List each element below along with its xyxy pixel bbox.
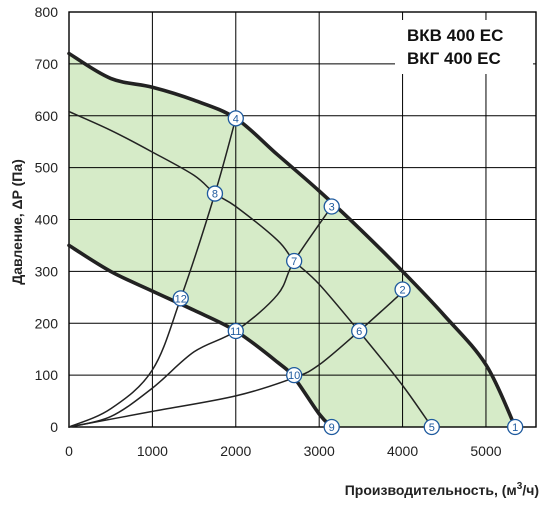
point-marker-label: 11	[230, 326, 241, 338]
x-axis-label-main: Производительность, (м	[345, 482, 517, 498]
point-marker: 1	[507, 418, 524, 436]
x-tick-label: 0	[65, 443, 73, 459]
model-label-bkv: ВКВ 400 ЕС	[407, 26, 503, 45]
point-marker-circle	[286, 366, 303, 384]
model-label-bkg: ВКГ 400 ЕС	[407, 49, 501, 68]
point-marker: 8	[206, 185, 224, 202]
y-tick-label: 200	[35, 315, 59, 331]
point-marker-label: 8	[212, 189, 218, 201]
point-marker-circle	[351, 322, 368, 340]
curve-max	[67, 51, 517, 429]
y-tick-label: 300	[35, 263, 59, 279]
point-marker-circle	[323, 418, 340, 436]
x-tick-label: 4000	[387, 443, 418, 459]
point-marker-circle	[323, 198, 340, 215]
y-tick-label: 600	[35, 108, 59, 124]
point-marker-circle	[286, 252, 303, 270]
point-marker-circle	[172, 290, 189, 307]
point-marker: 12	[172, 290, 189, 307]
y-axis-label: Давление, ΔP (Па)	[9, 159, 25, 285]
point-marker-label: 12	[175, 293, 187, 305]
y-tick-label: 100	[35, 367, 59, 383]
point-marker-circle	[227, 110, 244, 127]
point-marker: 9	[323, 418, 340, 436]
point-marker: 7	[286, 252, 303, 270]
x-tick-label: 1000	[137, 443, 168, 459]
tick-label-layer: 0 1000 2000 3000 4000 5000 0 100 200 300 400 500 600…	[35, 4, 502, 459]
grid-layer	[68, 11, 537, 428]
point-marker-label: 10	[288, 370, 300, 382]
point-marker: 6	[351, 322, 368, 340]
x-axis-label-sup: 3	[517, 481, 523, 492]
operating-region	[69, 53, 516, 427]
point-marker-label: 4	[233, 113, 239, 125]
curve-system-1	[68, 117, 237, 428]
point-marker-label: 6	[356, 326, 362, 338]
x-tick-label: 2000	[220, 443, 251, 459]
y-tick-label: 400	[35, 212, 59, 228]
point-marker: 10	[286, 366, 303, 384]
point-marker: 11	[227, 322, 244, 340]
model-label-box	[395, 20, 533, 74]
point-marker-label: 1	[512, 422, 518, 434]
point-marker-label: 9	[329, 422, 335, 434]
point-marker: 4	[227, 110, 244, 127]
operating-region-layer	[69, 53, 516, 427]
point-marker: 3	[323, 198, 340, 215]
x-axis-label: Производительность, (м3/ч)	[345, 481, 539, 498]
point-marker-circle	[206, 185, 224, 202]
point-marker-circle	[423, 418, 440, 436]
y-tick-label: 700	[35, 56, 59, 72]
y-tick-label: 0	[50, 419, 58, 435]
point-marker-label: 7	[291, 256, 297, 268]
x-axis-label-end: /ч)	[522, 482, 539, 498]
x-tick-label: 5000	[470, 443, 501, 459]
y-tick-label: 500	[35, 160, 59, 176]
plot-frame	[68, 11, 537, 428]
point-marker-label: 2	[400, 285, 406, 297]
point-marker-circle	[507, 418, 524, 436]
point-marker: 5	[423, 418, 440, 436]
curve-mid	[68, 110, 433, 428]
point-marker-circle	[394, 281, 411, 298]
point-marker-label: 3	[329, 202, 335, 214]
point-marker-circle	[227, 322, 244, 340]
point-marker: 2	[394, 281, 411, 298]
y-tick-label: 800	[35, 4, 59, 20]
point-marker-label: 5	[429, 422, 435, 434]
x-tick-label: 3000	[304, 443, 335, 459]
